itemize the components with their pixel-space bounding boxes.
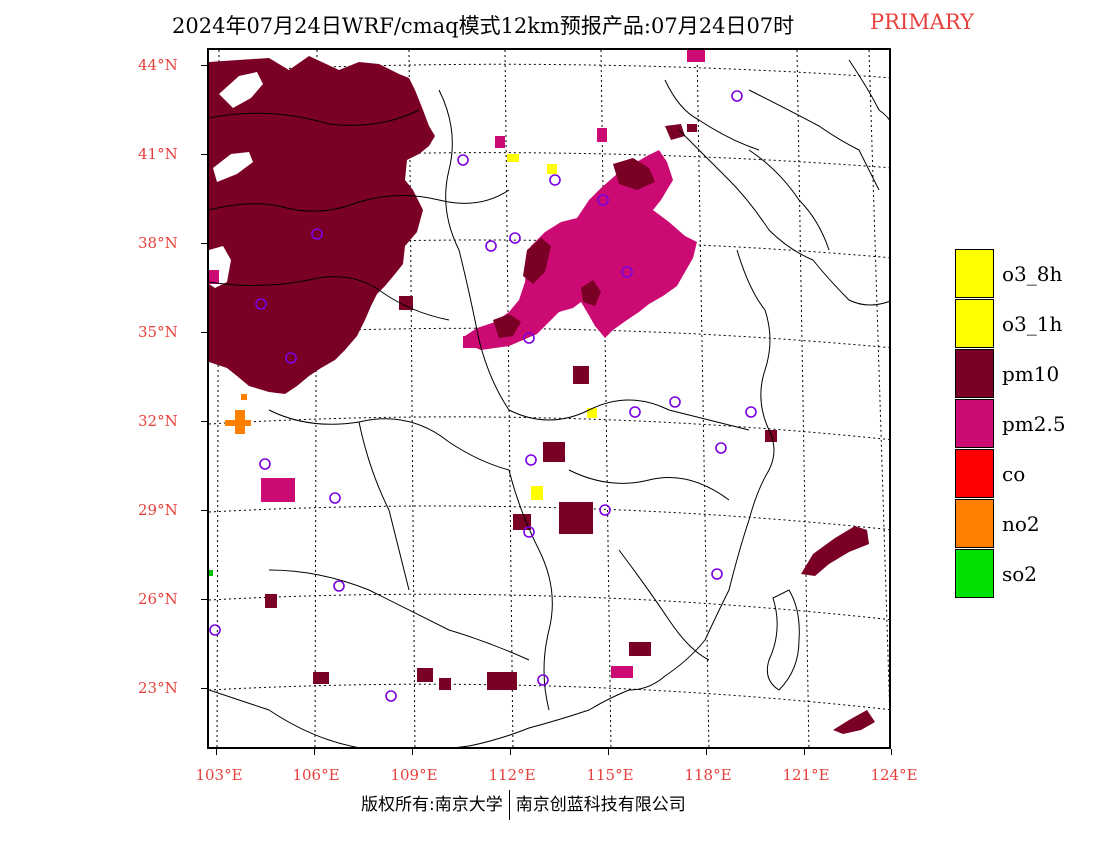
mode-label: PRIMARY — [870, 10, 974, 34]
lat-tick — [201, 154, 207, 155]
boundaries — [209, 59, 889, 747]
lon-label-124: 124°E — [870, 766, 918, 784]
lon-label-106: 106°E — [292, 766, 340, 784]
lat-label-26: 26°N — [138, 590, 178, 608]
legend-item-pm10: pm10 — [955, 349, 1095, 399]
plume-gaps — [209, 72, 263, 288]
lon-label-103: 103°E — [195, 766, 243, 784]
legend-swatch — [955, 299, 994, 348]
lon-tick — [314, 749, 315, 755]
lon-tick — [706, 749, 707, 755]
scattered-pm25 — [209, 50, 705, 678]
legend-item-so2: so2 — [955, 549, 1095, 599]
city-markers — [209, 90, 757, 702]
lat-tick — [201, 65, 207, 66]
copyright-text: 版权所有:南京大学 — [361, 795, 503, 815]
lon-tick — [608, 749, 609, 755]
lat-tick — [201, 510, 207, 511]
legend-swatch — [955, 399, 994, 448]
map-panel[interactable] — [207, 48, 891, 749]
scattered-pm10 — [265, 124, 777, 690]
lat-tick — [201, 688, 207, 689]
legend-item-no2: no2 — [955, 499, 1095, 549]
lat-tick — [201, 332, 207, 333]
legend-item-o3-1h: o3_1h — [955, 299, 1095, 349]
legend-label: pm10 — [1002, 362, 1060, 386]
lon-label-109: 109°E — [390, 766, 438, 784]
pm10-north-patches — [493, 124, 685, 338]
lat-label-38: 38°N — [138, 234, 178, 252]
legend-item-o3-8h: o3_8h — [955, 249, 1095, 299]
legend-label: so2 — [1002, 562, 1038, 586]
company-text: 南京创蓝科技有限公司 — [515, 795, 686, 815]
lat-label-32: 32°N — [138, 412, 178, 430]
lat-label-29: 29°N — [138, 501, 178, 519]
scattered-no2 — [225, 394, 251, 434]
lon-tick — [216, 749, 217, 755]
lat-label-23: 23°N — [138, 679, 178, 697]
lat-label-44: 44°N — [138, 56, 178, 74]
lon-label-118: 118°E — [684, 766, 732, 784]
legend-swatch — [955, 499, 994, 548]
footer: 版权所有:南京大学 南京创蓝科技有限公司 — [361, 790, 686, 820]
pm25-north-plume — [465, 150, 697, 350]
legend-swatch — [955, 449, 994, 498]
legend-item-pm25: pm2.5 — [955, 399, 1095, 449]
legend: o3_8h o3_1h pm10 pm2.5 co no2 so2 — [955, 249, 1095, 599]
legend-swatch — [955, 249, 994, 298]
lat-tick — [201, 421, 207, 422]
scattered-so2 — [209, 570, 213, 576]
scattered-o3 — [507, 154, 597, 500]
legend-label: pm2.5 — [1002, 412, 1066, 436]
legend-label: co — [1002, 462, 1026, 486]
pm10-west-plume — [209, 56, 435, 394]
lon-tick — [412, 749, 413, 755]
lat-tick — [201, 599, 207, 600]
legend-item-co: co — [955, 449, 1095, 499]
legend-label: o3_8h — [1002, 262, 1063, 286]
lon-tick — [510, 749, 511, 755]
legend-label: no2 — [1002, 512, 1040, 536]
map-canvas — [209, 50, 889, 747]
lon-label-115: 115°E — [586, 766, 634, 784]
lon-tick — [804, 749, 805, 755]
lat-label-41: 41°N — [138, 145, 178, 163]
lon-tick — [891, 749, 892, 755]
lon-label-121: 121°E — [782, 766, 830, 784]
title-row: 2024年07月24日WRF/cmaq模式12km预报产品:07月24日07时 … — [0, 10, 1100, 42]
taiwan-patch — [801, 526, 875, 734]
legend-label: o3_1h — [1002, 312, 1063, 336]
lat-label-35: 35°N — [138, 323, 178, 341]
lat-tick — [201, 243, 207, 244]
map-title: 2024年07月24日WRF/cmaq模式12km预报产品:07月24日07时 — [172, 14, 795, 38]
footer-divider — [508, 790, 510, 820]
legend-swatch — [955, 549, 994, 598]
legend-swatch — [955, 349, 994, 398]
lon-label-112: 112°E — [488, 766, 536, 784]
